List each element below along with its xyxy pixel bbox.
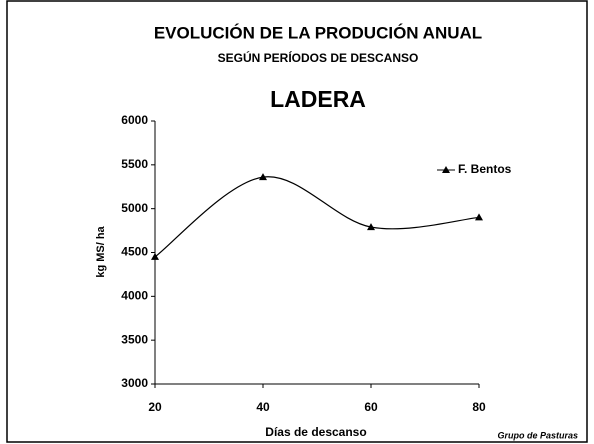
chart-subtitle: SEGÚN PERÍODOS DE DESCANSO: [218, 50, 419, 65]
x-axis-label: Días de descanso: [265, 425, 366, 439]
y-tick-label: 3000: [121, 376, 148, 390]
frame: [6, 0, 588, 443]
legend-marker: [442, 166, 450, 173]
x-tick-label: 60: [364, 400, 378, 414]
x-tick-label: 20: [148, 400, 162, 414]
y-tick-label: 5000: [121, 201, 148, 215]
series-line: [154, 176, 480, 258]
chart-title: EVOLUCIÓN DE LA PRODUCIÓN ANUAL: [154, 23, 482, 42]
y-tick-label: 6000: [121, 113, 148, 127]
x-tick-label: 40: [256, 400, 270, 414]
legend-label: F. Bentos: [458, 162, 512, 176]
footer: Grupo de Pasturas: [497, 430, 578, 440]
point-marker: [259, 173, 267, 181]
y-tick-label: 3500: [121, 332, 148, 346]
y-axis-label: kg MS/ ha: [95, 225, 107, 277]
point-marker: [475, 213, 483, 221]
x-tick-label: 80: [472, 400, 486, 414]
point-marker: [367, 223, 375, 231]
point-marker: [151, 252, 159, 260]
y-tick-label: 5500: [121, 157, 148, 171]
y-tick-label: 4000: [121, 289, 148, 303]
y-tick-label: 4500: [121, 245, 148, 259]
chart-heading: LADERA: [270, 86, 366, 112]
